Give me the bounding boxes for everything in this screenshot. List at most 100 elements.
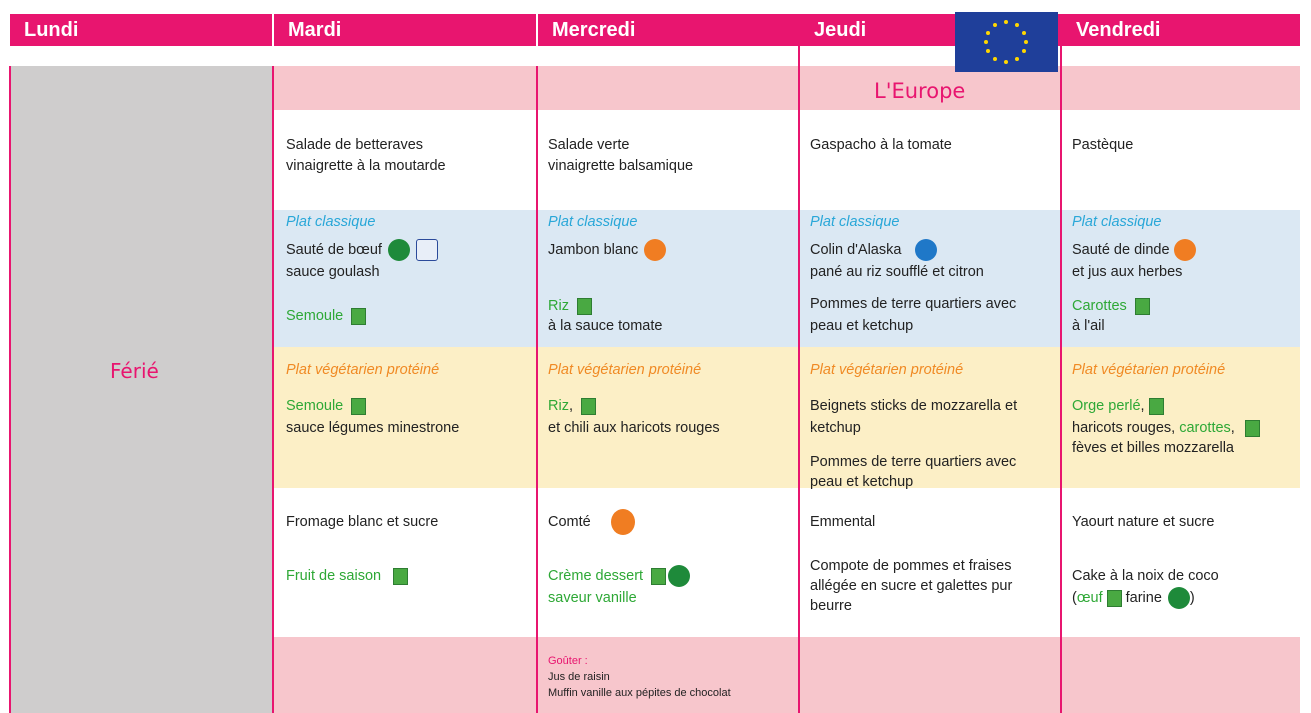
theme-row: [272, 66, 1300, 110]
menu-text: Colin d'Alaska: [810, 242, 902, 258]
menu-line: Carottes: [1072, 296, 1150, 316]
menu-text: Salade verte: [548, 137, 630, 153]
menu-text: Carottes: [1072, 298, 1127, 314]
day-header: Mercredi: [538, 14, 798, 46]
menu-line: Riz,: [548, 396, 596, 416]
day-header: Lundi: [10, 14, 272, 46]
veg-row: [272, 347, 1300, 488]
column-line: [1060, 14, 1062, 713]
menu-text: Compote de pommes et fraises: [810, 558, 1012, 574]
menu-line: Sauté de bœuf: [286, 239, 438, 261]
menu-text: sauce goulash: [286, 264, 380, 280]
menu-line: (œuf farine): [1072, 587, 1195, 609]
menu-line: Fruit de saison: [286, 566, 409, 586]
decoration: [1022, 31, 1026, 35]
menu-text: Pommes de terre quartiers avec: [810, 454, 1017, 470]
menu-text: Orge perlé: [1072, 398, 1141, 414]
menu-text: vinaigrette à la moutarde: [286, 158, 446, 174]
organic-icon: [1244, 419, 1260, 437]
menu-text: Plat végétarien protéiné: [548, 362, 702, 378]
menu-text: ,: [1230, 420, 1235, 436]
organic-icon: [393, 567, 409, 585]
menu-text: vinaigrette balsamique: [548, 158, 694, 174]
menu-text: Plat classique: [1072, 214, 1162, 230]
menu-text: peau et ketchup: [810, 474, 914, 490]
homemade-icon: [668, 565, 691, 587]
menu-text: sauce légumes minestrone: [286, 420, 460, 436]
decoration: [993, 23, 997, 27]
menu-text: Jambon blanc: [548, 242, 639, 258]
decoration: [1015, 23, 1019, 27]
menu-line: Riz: [548, 296, 592, 316]
menu-text: ,: [1140, 398, 1145, 414]
menu-text: à l'ail: [1072, 318, 1105, 334]
menu-text: Jus de raisin: [548, 671, 610, 683]
menu-text: œuf: [1076, 590, 1103, 606]
origin-label-icon: [415, 239, 438, 261]
organic-icon: [580, 397, 596, 415]
menu-text: Gaspacho à la tomate: [810, 137, 952, 153]
menu-line: Colin d'Alaska: [810, 239, 938, 261]
column-line: [798, 14, 800, 713]
column-line: [272, 66, 274, 713]
menu-text: farine: [1125, 590, 1162, 606]
menu-line: Semoule: [286, 306, 367, 326]
menu-text: Pastèque: [1072, 137, 1134, 153]
menu-text: (: [1072, 590, 1077, 606]
menu-text: pané au riz soufflé et citron: [810, 264, 984, 280]
snack-row: [272, 637, 1300, 713]
menu-text: ,: [568, 398, 573, 414]
organic-icon: [1106, 589, 1122, 607]
menu-text: Yaourt nature et sucre: [1072, 514, 1215, 530]
menu-text: et jus aux herbes: [1072, 264, 1183, 280]
menu-text: à la sauce tomate: [548, 318, 663, 334]
menu-text: Plat classique: [810, 214, 900, 230]
menu-line: Comté: [548, 509, 635, 535]
menu-text: fèves et billes mozzarella: [1072, 440, 1234, 456]
menu-text: Goûter :: [548, 655, 588, 667]
organic-icon: [351, 397, 367, 415]
menu-text: ketchup: [810, 420, 861, 436]
decoration: [984, 20, 1028, 64]
organic-icon: [576, 297, 592, 315]
day-header: Vendredi: [1062, 14, 1300, 46]
menu-text: Fromage blanc et sucre: [286, 514, 439, 530]
menu-text: Muffin vanille aux pépites de chocolat: [548, 687, 731, 699]
menu-text: Riz: [548, 398, 569, 414]
menu-text: Sauté de dinde: [1072, 242, 1170, 258]
eu-flag: [955, 12, 1058, 72]
menu-line: Semoule: [286, 396, 367, 416]
homemade-icon: [387, 239, 410, 261]
decoration: [1024, 40, 1028, 44]
aop-icon: [610, 509, 635, 535]
menu-text: Salade de betteraves: [286, 137, 424, 153]
column-line: [536, 66, 538, 713]
decoration: [1022, 49, 1026, 53]
menu-text: peau et ketchup: [810, 318, 914, 334]
fishing-icon: [915, 239, 938, 261]
menu-text: Plat végétarien protéiné: [810, 362, 964, 378]
menu-line: Sauté de dinde: [1072, 239, 1196, 261]
theme-label: L'Europe: [874, 79, 966, 103]
organic-icon: [1148, 397, 1164, 415]
menu-text: Plat végétarien protéiné: [1072, 362, 1226, 378]
menu-text: Cake à la noix de coco: [1072, 568, 1219, 584]
holiday-label: Férié: [110, 359, 159, 383]
holiday-column: [10, 66, 272, 713]
menu-line: Jambon blanc: [548, 239, 667, 261]
organic-icon: [1134, 297, 1150, 315]
decoration: [1015, 57, 1019, 61]
menu-line: Crème dessert: [548, 565, 691, 587]
menu-text: et chili aux haricots rouges: [548, 420, 720, 436]
menu-text: haricots rouges,: [1072, 420, 1176, 436]
menu-text: carottes: [1179, 420, 1231, 436]
menu-line: haricots rouges, carottes,: [1072, 418, 1260, 438]
menu-line: saveur vanille: [548, 588, 637, 608]
menu-text: allégée en sucre et galettes pur: [810, 578, 1013, 594]
france-icon: [644, 239, 667, 261]
menu-text: Sauté de bœuf: [286, 242, 382, 258]
menu-text: Crème dessert: [548, 568, 644, 584]
organic-icon: [651, 567, 667, 585]
menu-text: beurre: [810, 598, 852, 614]
